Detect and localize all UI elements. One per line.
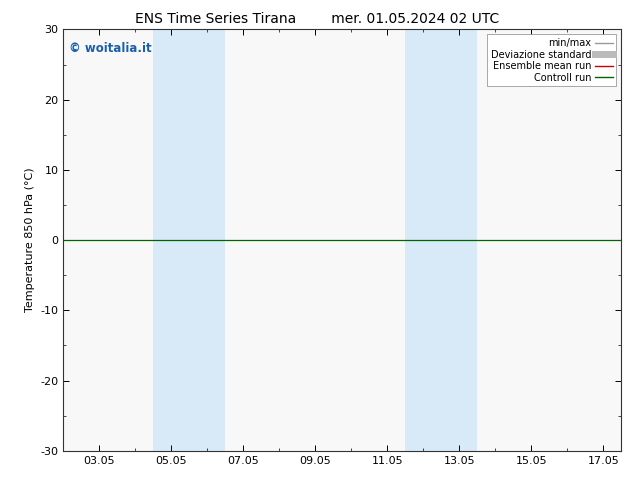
Bar [153, 29, 225, 451]
Y-axis label: Temperature 850 hPa (°C): Temperature 850 hPa (°C) [25, 168, 35, 313]
Text: ENS Time Series Tirana        mer. 01.05.2024 02 UTC: ENS Time Series Tirana mer. 01.05.2024 0… [135, 12, 499, 26]
Legend: min/max, Deviazione standard, Ensemble mean run, Controll run: min/max, Deviazione standard, Ensemble m… [487, 34, 616, 86]
Bar [405, 29, 477, 451]
Text: © woitalia.it: © woitalia.it [69, 42, 152, 55]
